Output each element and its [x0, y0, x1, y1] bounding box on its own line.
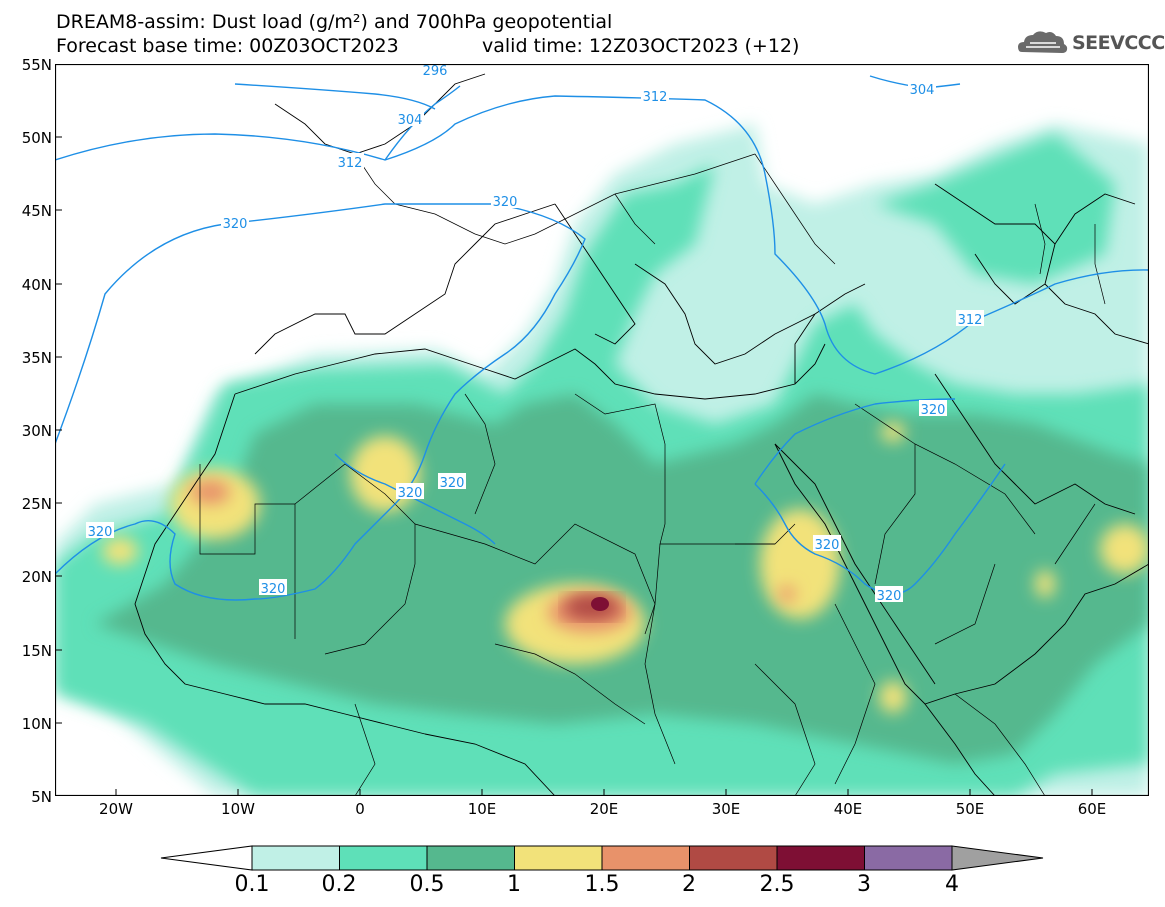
lat-label: 5N — [31, 788, 52, 806]
lon-label: 60E — [1077, 800, 1107, 818]
cloud-icon — [1018, 31, 1068, 53]
dust-layer-2.5 — [591, 597, 609, 611]
contour-label: 312 — [958, 313, 983, 328]
lon-label: 50E — [955, 800, 985, 818]
lat-label: 25N — [21, 495, 52, 513]
lon-label: 20E — [589, 800, 619, 818]
contour-label: 320 — [440, 476, 465, 491]
lat-label: 10N — [21, 715, 52, 733]
colorbar-label: 4 — [945, 872, 959, 897]
colorbar-segment — [864, 845, 953, 871]
lon-label: 0 — [355, 800, 365, 818]
contour-label: 312 — [338, 156, 363, 171]
logo-text: SEEVCCC — [1072, 32, 1165, 54]
colorbar-label: 0.1 — [234, 872, 270, 897]
lat-label: 30N — [21, 422, 52, 440]
colorbar-over — [951, 845, 1044, 871]
colorbar-label: 2.5 — [759, 872, 795, 897]
colorbar-label: 1 — [507, 872, 521, 897]
dust-load-map: 296 304 312 320 320 320 320 320 320 320 … — [55, 64, 1149, 796]
contour-label: 312 — [643, 90, 668, 105]
valid-time: valid time: 12Z03OCT2023 (+12) — [482, 35, 800, 57]
axis-ticks — [55, 64, 1093, 796]
contour-label: 304 — [398, 113, 423, 128]
country-borders — [199, 153, 1106, 796]
colorbar-segment — [339, 845, 428, 871]
contour-label: 320 — [493, 195, 518, 210]
colorbar-segment — [251, 845, 340, 871]
colorbar-label: 1.5 — [584, 872, 620, 897]
contour-label: 320 — [261, 582, 286, 597]
contour-label: 304 — [910, 83, 935, 98]
contour-label: 296 — [423, 64, 448, 79]
colorbar-under — [160, 845, 253, 871]
contour-label: 320 — [223, 217, 248, 232]
colorbar — [160, 845, 1044, 871]
colorbar-label: 0.2 — [321, 872, 357, 897]
lat-label: 15N — [21, 642, 52, 660]
map-title: DREAM8-assim: Dust load (g/m²) and 700hP… — [56, 11, 613, 33]
colorbar-segment — [776, 845, 865, 871]
lon-label: 20W — [99, 800, 133, 818]
colorbar-label: 2 — [682, 872, 696, 897]
contour-label: 320 — [88, 525, 113, 540]
colorbar-segment — [514, 845, 603, 871]
lat-label: 35N — [21, 349, 52, 367]
forecast-base-time: Forecast base time: 00Z03OCT2023 — [56, 35, 399, 57]
lat-label: 40N — [21, 276, 52, 294]
contour-label: 320 — [815, 538, 840, 553]
lat-label: 45N — [21, 202, 52, 220]
lon-label: 40E — [833, 800, 863, 818]
lon-label: 30E — [711, 800, 741, 818]
colorbar-segment — [601, 845, 690, 871]
contour-labels: 296 304 312 320 320 320 320 320 320 320 … — [86, 64, 984, 604]
lat-label: 55N — [21, 56, 52, 74]
contour-label: 320 — [398, 486, 423, 501]
contour-label: 320 — [921, 403, 946, 418]
lat-label: 50N — [21, 129, 52, 147]
lon-label: 10W — [221, 800, 255, 818]
lat-label: 20N — [21, 568, 52, 586]
colorbar-label: 0.5 — [409, 872, 445, 897]
lon-label: 10E — [467, 800, 497, 818]
colorbar-label: 3 — [857, 872, 871, 897]
contour-label: 320 — [877, 589, 902, 604]
colorbar-segment — [689, 845, 778, 871]
colorbar-segment — [426, 845, 515, 871]
